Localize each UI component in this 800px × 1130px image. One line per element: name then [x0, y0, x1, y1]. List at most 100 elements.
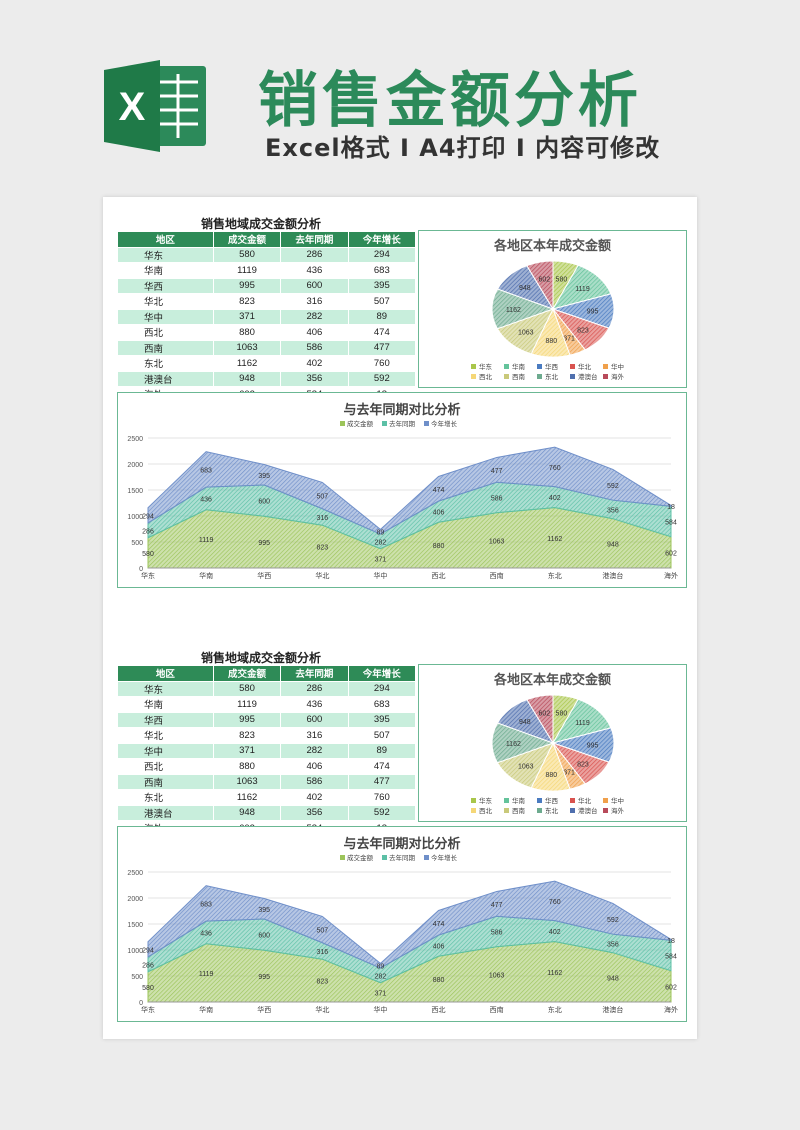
table-cell: 316 [280, 293, 349, 310]
pie-data-label: 823 [577, 327, 589, 334]
table-row: 西北 880 406 474 [117, 324, 417, 341]
area-data-label: 89 [377, 964, 385, 971]
legend-label: 港澳台 [578, 372, 598, 381]
pie-data-label: 602 [538, 711, 550, 718]
area-data-label: 316 [316, 949, 328, 956]
table-header-cell: 今年增长 [347, 231, 417, 248]
area-data-label: 477 [491, 902, 503, 909]
legend-swatch [340, 855, 345, 860]
table-cell: 华北 [117, 727, 214, 744]
legend-label: 今年增长 [431, 853, 458, 862]
legend-label: 华北 [578, 796, 592, 805]
table-cell: 880 [212, 324, 282, 341]
table-cell: 华南 [117, 696, 214, 713]
table-row: 华北 823 316 507 [117, 293, 417, 310]
table-header-cell: 地区 [117, 665, 214, 682]
table-row: 华中 371 282 89 [117, 308, 417, 325]
pie-data-label: 995 [587, 742, 599, 749]
table-header-cell: 去年同期 [280, 231, 349, 248]
area-data-label: 592 [607, 917, 619, 924]
logo-letter: X [119, 85, 146, 129]
area-data-label: 356 [607, 941, 619, 948]
report-block: 销售地域成交金额分析 地区 成交金额 去年同期 今年增长 华东 580 286 294 华南 1… [117, 649, 687, 1043]
table-cell: 华西 [117, 711, 214, 728]
area-data-label: 286 [142, 528, 154, 535]
legend-label: 西北 [479, 373, 493, 381]
table-cell: 823 [212, 293, 282, 310]
legend-label: 华中 [611, 796, 624, 805]
excel-logo-icon: X [104, 60, 206, 152]
legend-swatch [603, 364, 608, 369]
area-data-label: 580 [142, 551, 154, 558]
pie-data-label: 880 [546, 338, 558, 345]
table-cell: 282 [280, 742, 349, 759]
area-data-label: 683 [200, 467, 212, 474]
table-row: 华西 995 600 395 [117, 711, 417, 728]
area-data-label: 584 [665, 520, 677, 527]
legend-swatch [570, 374, 575, 379]
area-data-label: 760 [549, 899, 561, 906]
table-cell: 1162 [212, 355, 282, 372]
legend-swatch [537, 798, 542, 803]
table-cell: 580 [212, 246, 282, 263]
legend-swatch [603, 798, 608, 803]
pie-data-label: 995 [587, 308, 599, 315]
x-tick-label: 华南 [199, 1005, 213, 1014]
table-cell: 371 [212, 308, 282, 325]
pie-chart-panel: 各地区本年成交金额 580 1119 995 823 371 880 1063 1162 948… [418, 230, 687, 388]
legend-label: 华东 [479, 796, 493, 805]
y-tick-label: 1000 [127, 948, 143, 955]
page-title: 销售金额分析 [258, 66, 642, 136]
table-cell: 436 [280, 262, 349, 279]
pie-chart-panel: 各地区本年成交金额 580 1119 995 823 371 880 1063 1162 948… [418, 664, 687, 822]
table-cell: 995 [212, 711, 282, 728]
pie-data-label: 371 [563, 336, 575, 343]
pie-data-label: 1063 [518, 764, 534, 771]
table-cell: 西北 [117, 758, 214, 775]
table-cell: 760 [347, 789, 417, 806]
legend-label: 西北 [479, 807, 493, 815]
area-data-label: 760 [549, 465, 561, 472]
x-tick-label: 华北 [315, 571, 329, 580]
table-cell: 395 [347, 711, 417, 728]
area-chart-panel: 与去年同期对比分析 0 500 1000 1500 2000 2500 580 1119 995… [117, 392, 687, 588]
table-row: 华北 823 316 507 [117, 727, 417, 744]
legend-swatch [537, 364, 542, 369]
legend-swatch [570, 364, 575, 369]
table-cell: 592 [347, 804, 417, 821]
area-data-label: 823 [316, 545, 328, 552]
table-cell: 823 [212, 727, 282, 744]
area-data-label: 507 [316, 494, 328, 501]
legend-label: 华北 [578, 362, 592, 371]
table-cell: 1162 [212, 789, 282, 806]
area-chart: 0 500 1000 1500 2000 2500 580 1119 995 823 371 880 1… [127, 853, 678, 1014]
table-row: 华东 580 286 294 [117, 246, 417, 263]
legend-swatch [603, 808, 608, 813]
pie-slice [491, 722, 555, 764]
legend-swatch [424, 421, 429, 426]
area-data-label: 286 [142, 962, 154, 969]
area-data-label: 1162 [547, 970, 562, 977]
table-cell: 89 [347, 742, 417, 759]
area-data-label: 356 [607, 507, 619, 514]
table-cell: 1119 [212, 696, 282, 713]
x-tick-label: 西南 [490, 571, 504, 580]
pie-slice [491, 288, 555, 330]
table-cell: 995 [212, 277, 282, 294]
area-data-label: 586 [491, 495, 503, 502]
area-data-label: 592 [607, 483, 619, 490]
table-cell: 华北 [117, 293, 214, 310]
pie-data-label: 880 [546, 772, 558, 779]
table-cell: 华中 [117, 308, 214, 325]
area-data-label: 18 [667, 504, 675, 511]
table-cell: 西南 [117, 339, 214, 356]
area-data-label: 602 [665, 550, 677, 557]
table-row: 西南 1063 586 477 [117, 773, 417, 790]
legend-label: 海外 [611, 372, 625, 381]
table-cell: 西南 [117, 773, 214, 790]
table-cell: 507 [347, 727, 417, 744]
table-header-row: 地区 成交金额 去年同期 今年增长 [117, 665, 417, 682]
sales-table: 地区 成交金额 去年同期 今年增长 华东 580 286 294 华南 1119 436 683 华西… [117, 231, 417, 418]
x-tick-label: 华东 [141, 1005, 155, 1014]
